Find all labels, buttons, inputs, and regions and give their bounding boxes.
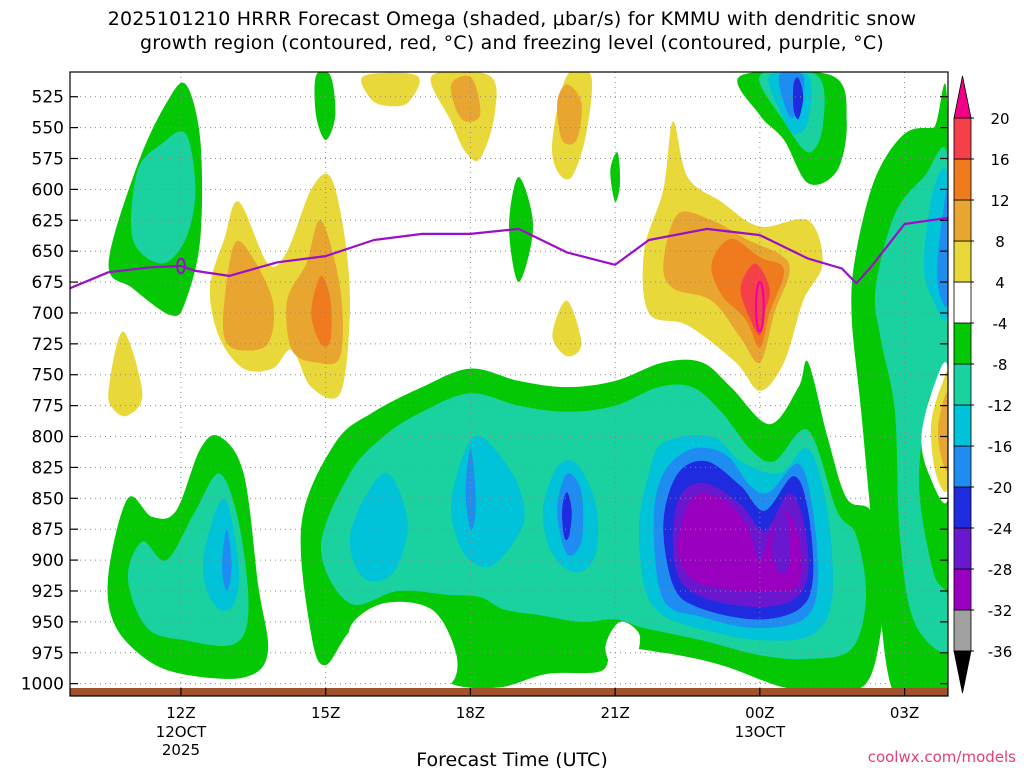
plot-frame xyxy=(69,71,949,697)
y-tick-label-675: 675 xyxy=(32,273,64,293)
colorbar-arrow-bottom xyxy=(953,650,972,694)
omega-region-31 xyxy=(938,392,948,471)
y-tick-label-950: 950 xyxy=(32,613,64,633)
y-tick-label-550: 550 xyxy=(32,119,64,139)
y-tick-label-750: 750 xyxy=(32,366,64,386)
omega-shading xyxy=(107,72,948,696)
y-tick-label-875: 875 xyxy=(32,520,64,540)
colorbar-label-8: -16 xyxy=(988,438,1013,456)
x-tick-year-12Z: 2025 xyxy=(162,741,200,759)
y-tick-label-825: 825 xyxy=(32,458,64,478)
y-tick-label-650: 650 xyxy=(32,242,64,262)
y-tick-label-975: 975 xyxy=(32,644,64,664)
dgz-contour-0 xyxy=(176,257,186,275)
omega-region-24 xyxy=(793,77,804,120)
colorbar-label-5: -4 xyxy=(993,315,1008,333)
colorbar-label-4: 4 xyxy=(995,274,1005,292)
y-tick-label-925: 925 xyxy=(32,582,64,602)
omega-region-1 xyxy=(131,131,196,264)
colorbar-bin-2 xyxy=(953,568,972,611)
omega-region-35 xyxy=(222,529,232,591)
freezing-level-line xyxy=(70,216,948,290)
omega-region-45 xyxy=(562,492,572,541)
omega-region-10 xyxy=(450,75,481,122)
x-tick-label-12Z: 12Z xyxy=(166,704,195,722)
x-tick-label-18Z: 18Z xyxy=(456,704,485,722)
x-tick-date-00Z: 13OCT xyxy=(735,723,786,741)
y-tick-label-1000: 1000 xyxy=(21,675,64,695)
chart-title-line1: 2025101210 HRRR Forecast Omega (shaded, … xyxy=(107,8,917,30)
colorbar-bin-1 xyxy=(953,609,972,652)
y-tick-label-900: 900 xyxy=(32,551,64,571)
y-axis: 525 550 575 600 625 650 675 700 725 750 775 800 825 8… xyxy=(21,88,948,695)
omega-region-3 xyxy=(108,331,143,417)
colorbar-label-7: -12 xyxy=(988,397,1013,415)
omega-region-40 xyxy=(349,472,408,582)
colorbar-label-13: -36 xyxy=(988,643,1013,661)
ground-surface xyxy=(70,688,948,696)
colorbar-label-6: -8 xyxy=(993,356,1008,374)
colorbar-bin-9 xyxy=(953,281,972,324)
y-tick-label-625: 625 xyxy=(32,211,64,231)
dgz-contours xyxy=(176,257,765,333)
colorbar-arrow-top xyxy=(953,75,972,119)
colorbar-legend: 20 16 12 8 4 -4 -8 -12 -16 -20 -24 -28 -32 -36 xyxy=(953,75,1013,694)
x-tick-date-12Z: 12OCT xyxy=(156,723,207,741)
colorbar-bin-4 xyxy=(953,486,972,529)
colorbar-bin-12 xyxy=(953,158,972,201)
omega-region-50 xyxy=(677,493,802,592)
x-tick-label-03Z: 03Z xyxy=(890,704,919,722)
omega-region-13 xyxy=(557,84,582,145)
y-tick-label-850: 850 xyxy=(32,489,64,509)
colorbar-label-11: -28 xyxy=(988,561,1013,579)
omega-region-7 xyxy=(311,275,332,347)
x-axis-label: Forecast Time (UTC) xyxy=(416,749,607,768)
y-tick-label-725: 725 xyxy=(32,335,64,355)
freezing-level-contour xyxy=(70,216,948,290)
colorbar-bin-13 xyxy=(953,117,972,160)
colorbar-label-9: -20 xyxy=(988,479,1013,497)
y-tick-label-700: 700 xyxy=(32,304,64,324)
grid-lines xyxy=(70,72,948,696)
omega-region-5 xyxy=(222,240,275,351)
colorbar-label-3: 8 xyxy=(995,233,1005,251)
colorbar-bin-11 xyxy=(953,199,972,242)
x-tick-label-00Z: 00Z xyxy=(745,704,774,722)
x-tick-label-21Z: 21Z xyxy=(600,704,629,722)
omega-region-42 xyxy=(465,448,476,531)
colorbar-label-10: -24 xyxy=(988,520,1013,538)
omega-region-37 xyxy=(348,601,458,693)
x-tick-label-15Z: 15Z xyxy=(311,704,340,722)
colorbar-bin-7 xyxy=(953,363,972,406)
colorbar-label-2: 12 xyxy=(990,192,1009,210)
colorbar-label-1: 16 xyxy=(990,151,1009,169)
omega-region-34 xyxy=(202,498,240,611)
omega-region-8 xyxy=(361,72,420,107)
credit-text: coolwx.com/models xyxy=(868,748,1016,766)
omega-region-38 xyxy=(605,621,641,670)
colorbar-label-0: 20 xyxy=(990,110,1009,128)
colorbar-bin-6 xyxy=(953,404,972,447)
y-tick-label-600: 600 xyxy=(32,180,64,200)
colorbar-bin-5 xyxy=(953,445,972,488)
omega-region-2 xyxy=(314,72,336,140)
y-tick-label-775: 775 xyxy=(32,397,64,417)
plot-area xyxy=(70,72,948,696)
omega-region-51 xyxy=(771,509,790,575)
y-tick-label-575: 575 xyxy=(32,149,64,169)
chart-title-line2: growth region (contoured, red, °C) and f… xyxy=(140,32,884,54)
omega-region-14 xyxy=(552,300,582,357)
colorbar-bin-8 xyxy=(953,322,972,365)
colorbar-bin-10 xyxy=(953,240,972,283)
colorbar-label-12: -32 xyxy=(988,602,1013,620)
colorbar-bin-3 xyxy=(953,527,972,570)
y-tick-label-525: 525 xyxy=(32,88,64,108)
dgz-contour-1 xyxy=(754,281,765,333)
y-tick-label-800: 800 xyxy=(32,428,64,448)
